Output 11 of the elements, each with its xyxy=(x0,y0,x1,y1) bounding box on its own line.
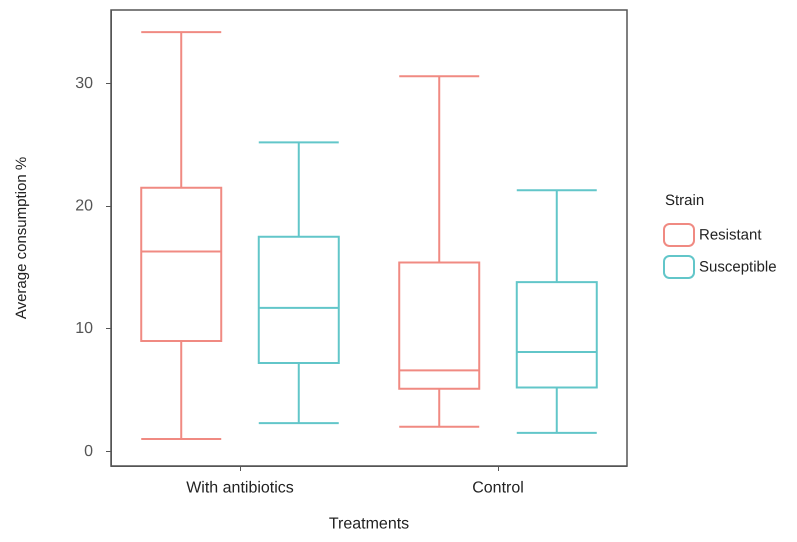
y-tick-label: 30 xyxy=(75,75,94,92)
y-axis-title: Average consumption % xyxy=(13,156,30,320)
legend-label: Resistant xyxy=(699,226,762,244)
x-axis-title: Treatments xyxy=(328,516,410,532)
x-tick-label: With antibiotics xyxy=(186,480,294,496)
x-tick-label: Control xyxy=(472,480,524,496)
y-tick-label: 20 xyxy=(75,198,94,215)
legend-label: Susceptible xyxy=(699,258,777,276)
y-tick-label: 10 xyxy=(75,320,94,338)
y-tick-label: 0 xyxy=(84,442,94,460)
legend-title: Strain xyxy=(665,192,704,209)
